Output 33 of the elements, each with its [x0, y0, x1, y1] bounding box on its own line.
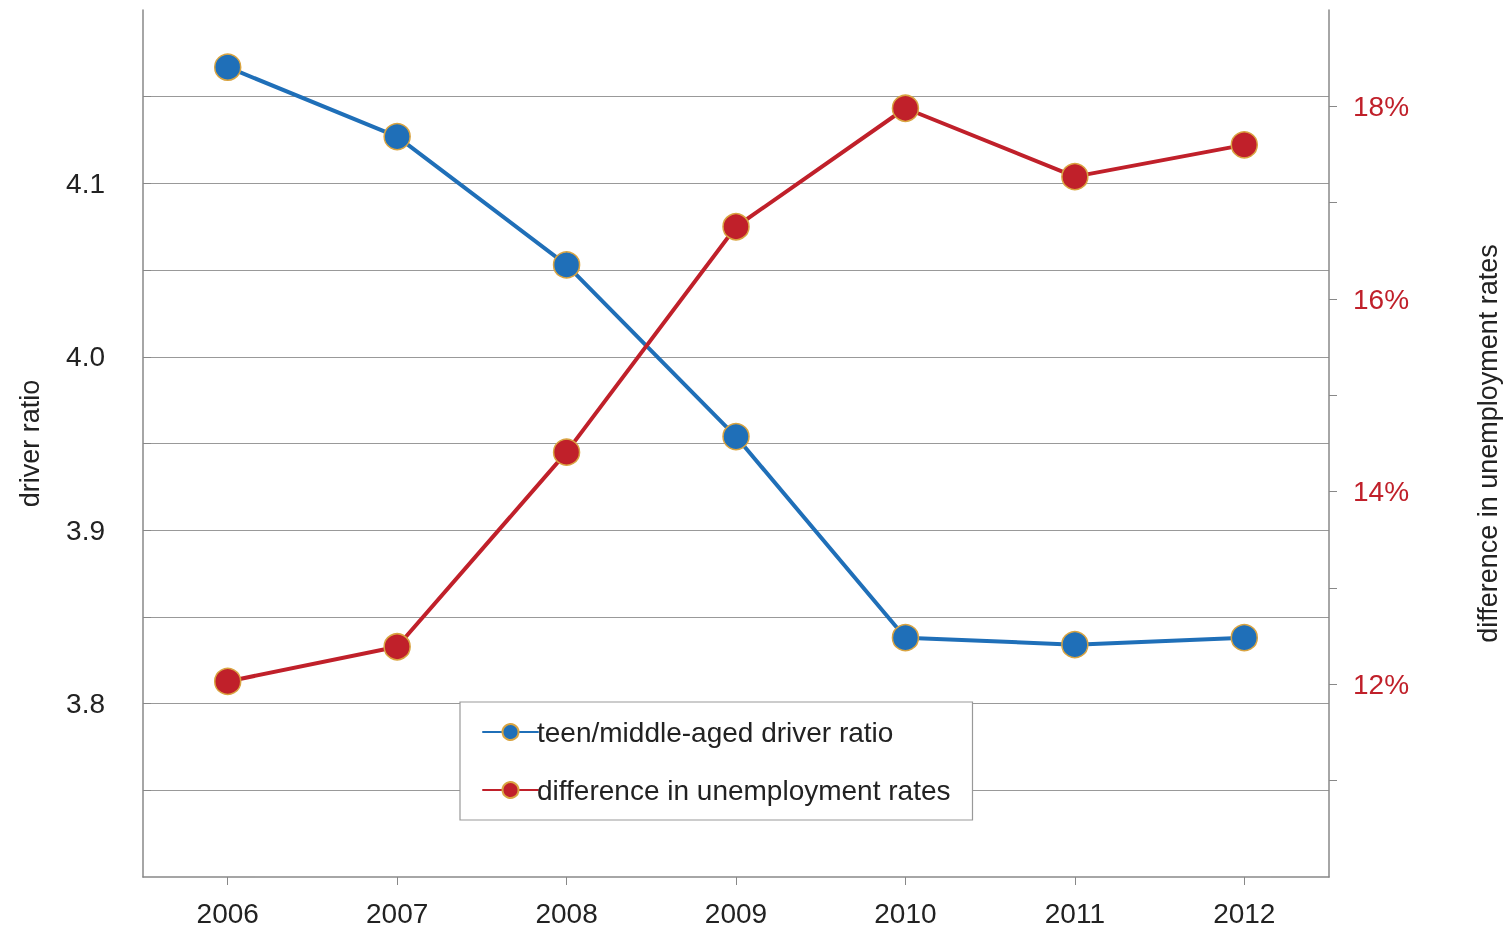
x-tick-label: 2009	[704, 897, 768, 929]
x-tick-label: 2008	[535, 897, 598, 929]
point	[722, 422, 750, 451]
x-tick-label: 2010	[874, 897, 937, 929]
x-tick-label: 2007	[365, 897, 429, 929]
y-tick-label: 3.8	[66, 688, 105, 720]
point	[722, 213, 750, 241]
point	[1230, 623, 1259, 652]
y2-tick-label: 18%	[1353, 90, 1410, 122]
x-tick-label: 2012	[1213, 897, 1276, 929]
point	[383, 633, 411, 661]
point	[213, 667, 242, 696]
x-tick-label: 2011	[1044, 897, 1105, 929]
point	[1230, 131, 1259, 159]
point	[891, 623, 920, 652]
y2-tick-label: 14%	[1353, 476, 1410, 508]
y2-tick-label: 16%	[1353, 283, 1410, 315]
point	[213, 53, 242, 81]
y2-axis-title: difference in unemployment rates	[1472, 244, 1503, 643]
point	[1061, 630, 1089, 659]
point	[552, 251, 581, 279]
x-tick-label: 2006	[196, 897, 259, 929]
y-tick-label: 4.0	[66, 341, 105, 373]
y-tick-label: 3.9	[66, 514, 105, 546]
legend-label: teen/middle-aged driver ratio	[537, 716, 894, 748]
y-axis-title: driver ratio	[14, 379, 45, 508]
point	[383, 122, 411, 151]
point	[552, 438, 581, 466]
point	[891, 94, 920, 122]
point	[1061, 162, 1089, 191]
y2-tick-label: 12%	[1353, 668, 1410, 700]
y-tick-label: 4.1	[66, 167, 105, 199]
legend-label: difference in unemployment rates	[537, 774, 951, 806]
